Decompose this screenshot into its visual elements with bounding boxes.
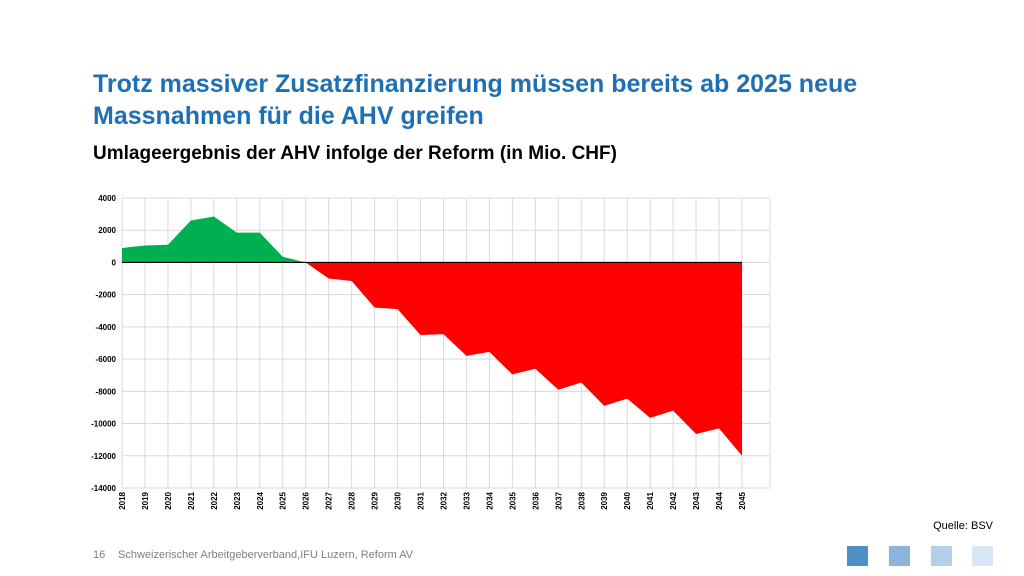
- x-tick-label: 2039: [600, 491, 609, 509]
- x-tick-label: 2038: [577, 491, 586, 509]
- y-tick-label: 2000: [98, 226, 116, 235]
- x-tick-label: 2027: [325, 491, 334, 509]
- square-4: [972, 546, 993, 566]
- y-tick-label: -14000: [91, 484, 116, 493]
- y-tick-label: -12000: [91, 452, 116, 461]
- y-tick-label: -10000: [91, 420, 116, 429]
- page-title: Trotz massiver Zusatzfinanzierung müssen…: [93, 70, 858, 130]
- y-tick-label: -4000: [96, 323, 117, 332]
- chart-subtitle: Umlageergebnis der AHV infolge der Refor…: [93, 143, 617, 164]
- y-tick-label: 0: [112, 258, 117, 267]
- chart-axes: 4000 2000 0 -2000 -4000 -6000 -8000 -10000 -1200…: [91, 194, 747, 510]
- x-tick-label: 2030: [394, 491, 403, 509]
- y-tick-label: -6000: [96, 355, 117, 364]
- x-tick-label: 2018: [118, 491, 127, 509]
- x-tick-label: 2026: [302, 491, 311, 509]
- x-tick-label: 2021: [187, 491, 196, 509]
- y-tick-label: 4000: [98, 194, 116, 203]
- x-tick-label: 2043: [692, 491, 701, 509]
- x-tick-label: 2019: [141, 491, 150, 509]
- area-surplus: [122, 216, 742, 263]
- x-tick-label: 2041: [646, 491, 655, 509]
- page-number: 16: [93, 549, 106, 561]
- x-tick-label: 2035: [508, 491, 517, 509]
- x-tick-label: 2024: [256, 491, 265, 509]
- x-tick-label: 2032: [439, 491, 448, 509]
- x-tick-label: 2042: [669, 491, 678, 509]
- y-tick-label: -2000: [96, 291, 117, 300]
- x-tick-label: 2022: [210, 491, 219, 509]
- y-tick-label: -8000: [96, 387, 117, 396]
- x-tick-label: 2037: [554, 491, 563, 509]
- x-tick-label: 2020: [164, 491, 173, 509]
- x-tick-label: 2033: [462, 491, 471, 509]
- square-1: [847, 546, 868, 566]
- x-tick-label: 2028: [348, 491, 357, 509]
- x-tick-label: 2023: [233, 491, 242, 509]
- square-2: [889, 546, 910, 566]
- x-tick-label: 2029: [371, 491, 380, 509]
- chart-areas: [122, 216, 742, 456]
- x-tick-label: 2025: [279, 491, 288, 509]
- x-tick-label: 2034: [485, 491, 494, 509]
- x-tick-label: 2044: [715, 491, 724, 509]
- source-note: Quelle: BSV: [933, 520, 993, 532]
- x-tick-label: 2045: [738, 491, 747, 509]
- x-tick-label: 2040: [623, 491, 632, 509]
- x-tick-label: 2031: [417, 491, 426, 509]
- square-3: [931, 546, 952, 566]
- x-tick-label: 2036: [531, 491, 540, 509]
- area-deficit: [122, 262, 742, 456]
- footer-text: Schweizerischer Arbeitgeberverband,IFU L…: [118, 549, 414, 561]
